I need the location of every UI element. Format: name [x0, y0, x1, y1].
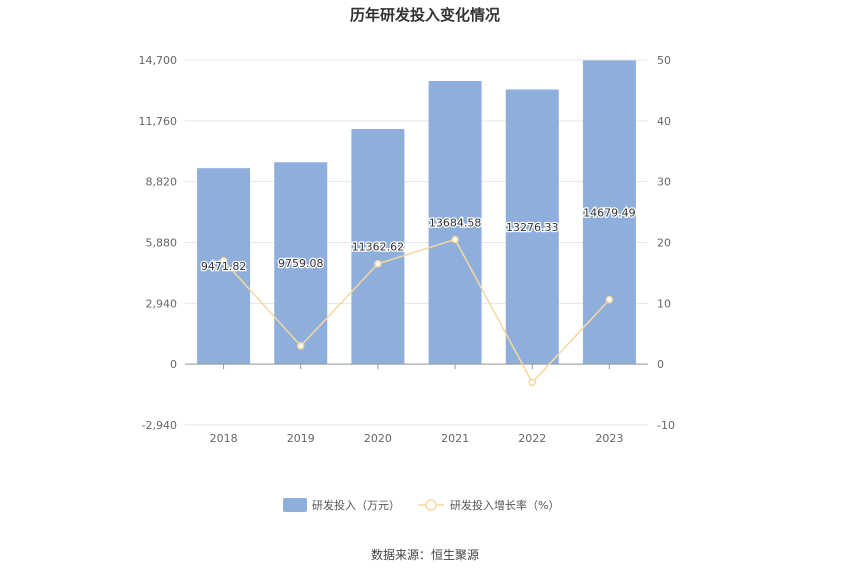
y-left-tick-label: 11,760	[139, 115, 178, 128]
x-tick-label: 2023	[595, 432, 623, 445]
y-left-tick-label: 8,820	[146, 176, 178, 189]
growth-point	[528, 378, 536, 387]
bar	[582, 60, 636, 365]
grid-lines	[185, 59, 648, 426]
bar-data-labels: 9471.82 9759.08 11362.62 13684.58 13276.33 14…	[200, 205, 637, 274]
y-right-tick-label: 30	[657, 176, 671, 189]
y-left-tick-label: 2,940	[146, 297, 178, 310]
growth-point	[374, 260, 382, 268]
x-tick-label: 2019	[287, 432, 315, 445]
growth-line	[223, 238, 610, 384]
y-right-tick-label: -10	[657, 419, 675, 432]
bar-data-label: 13684.58	[429, 217, 482, 230]
y-right-tick-label: 50	[657, 54, 671, 67]
y-right-tick-label: 10	[657, 297, 671, 310]
bar	[274, 162, 328, 365]
y-right-tick-label: 0	[657, 358, 664, 371]
bar-data-label: 14679.49	[583, 206, 636, 219]
bar	[351, 129, 405, 365]
legend-bar-label: 研发投入（万元）	[312, 498, 400, 512]
y-left-tick-label: 5,880	[146, 237, 178, 250]
legend[interactable]: 研发投入（万元） 研发投入增长率（%）	[283, 498, 559, 512]
source-note: 数据来源：恒生聚源	[371, 547, 479, 562]
x-tick-label: 2022	[518, 432, 546, 445]
y-right-tick-label: 40	[657, 115, 671, 128]
growth-point	[605, 295, 614, 304]
y-axis-right: 50 40 30 20 10 0 -10	[657, 54, 675, 432]
x-tick-label: 2018	[210, 432, 238, 445]
growth-point	[219, 257, 228, 265]
legend-line-label: 研发投入增长率（%）	[450, 498, 559, 512]
y-left-tick-label: 14,700	[139, 54, 178, 67]
bar-data-label: 9759.08	[278, 257, 324, 270]
x-tick-label: 2021	[441, 432, 469, 445]
bar	[505, 89, 559, 365]
bar	[428, 81, 482, 365]
x-tick-label: 2020	[364, 432, 392, 445]
bar	[197, 168, 251, 365]
y-right-tick-label: 20	[657, 237, 671, 250]
legend-line-marker	[425, 499, 437, 511]
bar-data-label: 9471.82	[201, 260, 247, 273]
bar-data-label: 13276.33	[506, 221, 559, 234]
growth-line-series	[219, 235, 614, 387]
x-axis: 2018 2019 2020 2021 2022 2023	[185, 363, 648, 445]
growth-point	[451, 235, 459, 244]
y-left-tick-label: -2,940	[142, 419, 177, 432]
legend-bar-swatch	[283, 498, 307, 512]
bar-data-label: 11362.62	[352, 241, 405, 254]
growth-point	[297, 342, 305, 350]
bar-series	[197, 60, 636, 365]
y-axis-left: 14,700 11,760 8,820 5,880 2,940 0 -2,940	[139, 54, 178, 432]
y-left-tick-label: 0	[170, 358, 177, 371]
chart-title: 历年研发投入变化情况	[350, 6, 500, 24]
